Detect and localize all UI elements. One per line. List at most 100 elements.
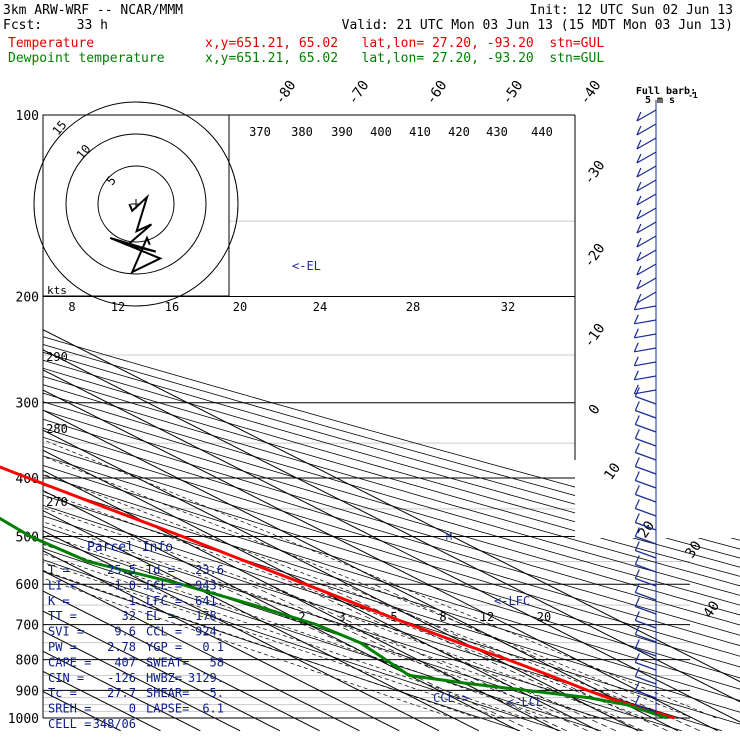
wind-barb-flag xyxy=(634,527,640,537)
wind-barb-flag xyxy=(634,485,640,495)
dry-adiabat-line xyxy=(43,115,740,732)
isotherm-tick-label: -50 xyxy=(499,78,527,108)
mixing-ratio-label: 8 xyxy=(439,610,446,624)
wind-barb-flag xyxy=(634,513,640,523)
parcel-row-label: CELL = xyxy=(48,717,91,731)
wind-barb xyxy=(636,137,657,150)
lcl-marker-label: <-LCL xyxy=(507,695,543,709)
parcel-row-label: LFC = xyxy=(146,594,182,608)
fcst-value: 33 h xyxy=(77,18,108,33)
mixing-ratio-line xyxy=(294,583,617,732)
dry-adiabat-line xyxy=(43,115,740,732)
isotherm-line xyxy=(43,115,679,732)
dry-adiabat-line xyxy=(43,115,740,732)
dewpoint-location: x,y=651.21, 65.02 lat,lon= 27.20, -93.20… xyxy=(205,51,604,66)
hodograph-ring xyxy=(33,101,239,307)
parcel-row-label: LAPSE= xyxy=(146,702,189,716)
wind-barb-flag xyxy=(634,653,640,663)
wind-barb xyxy=(634,319,657,325)
wind-barb xyxy=(636,221,657,234)
isotherm-tick-label: 40 xyxy=(700,598,723,621)
isotherm-line xyxy=(43,115,718,732)
init-time: Init: 12 UTC Sun 02 Jun 13 xyxy=(530,3,734,18)
isotherm-tick-label: 10 xyxy=(601,460,624,483)
wind-barb-flag xyxy=(634,541,640,551)
isotherm-line xyxy=(43,115,599,732)
theta-tick-label: 280 xyxy=(46,422,68,436)
dry-adiabat-line xyxy=(43,115,740,732)
dry-adiabat-line xyxy=(43,115,740,732)
parcel-row-value: 407 xyxy=(114,655,136,669)
parcel-row-value: 943. xyxy=(195,578,224,592)
mixing-ratio-label: 20 xyxy=(233,300,247,314)
parcel-row-value: 641. xyxy=(195,594,224,608)
wind-barb xyxy=(636,235,657,248)
mixing-ratio-label: 2 xyxy=(298,610,305,624)
theta-tick-label: 290 xyxy=(46,350,68,364)
parcel-row-label: SVI = xyxy=(48,625,84,639)
isotherm-line xyxy=(43,115,400,732)
dry-adiabat-line xyxy=(43,115,740,732)
wind-barb-flag xyxy=(636,139,642,150)
parcel-row-value: 5. xyxy=(210,686,224,700)
wind-barb-flag xyxy=(634,611,640,621)
dry-adiabat-line xyxy=(43,115,740,732)
wind-barb-flag xyxy=(634,471,640,481)
wind-barb-flag xyxy=(634,555,640,565)
isotherm-line xyxy=(43,115,740,732)
valid-time: Valid: 21 UTC Mon 03 Jun 13 (15 MDT Mon … xyxy=(342,18,733,33)
wind-barb xyxy=(636,193,657,206)
isotherm-line xyxy=(43,115,480,732)
mixing-ratio-label: 16 xyxy=(165,300,179,314)
isotherm-tick-label: -70 xyxy=(345,78,373,108)
mixing-ratio-line xyxy=(268,583,588,732)
moist-adiabat-line xyxy=(43,220,717,719)
wind-barb-flag xyxy=(634,415,640,425)
wind-barb-flag xyxy=(636,195,642,206)
fcst-label: Fcst: xyxy=(3,18,42,33)
pressure-tick-label: 500 xyxy=(16,530,39,545)
parcel-row-value: 25.5 xyxy=(107,563,136,577)
wind-barb xyxy=(635,619,657,629)
dry-adiabat-line xyxy=(43,115,740,732)
wind-barb xyxy=(636,179,657,192)
dry-adiabat-line xyxy=(43,115,561,732)
parcel-row-label: YGP = xyxy=(146,640,182,654)
hodograph-unit-label: kts xyxy=(47,284,67,297)
dry-adiabat-line xyxy=(43,115,740,732)
wind-barb xyxy=(634,375,657,381)
wind-barb xyxy=(635,451,657,461)
isotherm-tick-label: 0 xyxy=(586,402,604,418)
wind-barb xyxy=(636,207,657,220)
pressure-tick-label: 1000 xyxy=(8,712,39,727)
wind-barb xyxy=(635,703,657,713)
wind-barb xyxy=(635,493,657,503)
wind-barb-flag xyxy=(634,429,640,439)
wind-barb xyxy=(635,423,657,433)
wind-barb-flag xyxy=(633,384,639,395)
dry-adiabat-line xyxy=(43,115,740,732)
dry-adiabat-line xyxy=(43,115,740,732)
wind-barb-flag xyxy=(636,223,642,234)
mixing-ratio-label: 8 xyxy=(68,300,75,314)
wind-barb-flag xyxy=(636,181,642,192)
wind-barb-flag xyxy=(634,499,640,509)
dry-adiabat-line xyxy=(43,115,740,732)
parcel-row-value: -1.0 xyxy=(107,578,136,592)
isotherm-line xyxy=(43,115,740,732)
dry-adiabat-line xyxy=(43,115,740,732)
pressure-tick-label: 600 xyxy=(16,578,39,593)
wind-barb xyxy=(636,277,657,290)
theta-tick-label: 390 xyxy=(331,125,353,139)
wind-barb-flag xyxy=(634,639,640,649)
parcel-row-label: CAPE = xyxy=(48,655,91,669)
mixing-ratio-label: 12 xyxy=(111,300,125,314)
parcel-row-label: SWEAT= xyxy=(146,655,189,669)
hodograph-trace xyxy=(109,193,163,275)
ccl-marker-label: CCL-> xyxy=(433,691,469,705)
parcel-row-value: 32 xyxy=(122,609,136,623)
dry-adiabat-line xyxy=(43,115,740,732)
parcel-row-label: Td = xyxy=(146,563,175,577)
dry-adiabat-line xyxy=(43,115,740,732)
